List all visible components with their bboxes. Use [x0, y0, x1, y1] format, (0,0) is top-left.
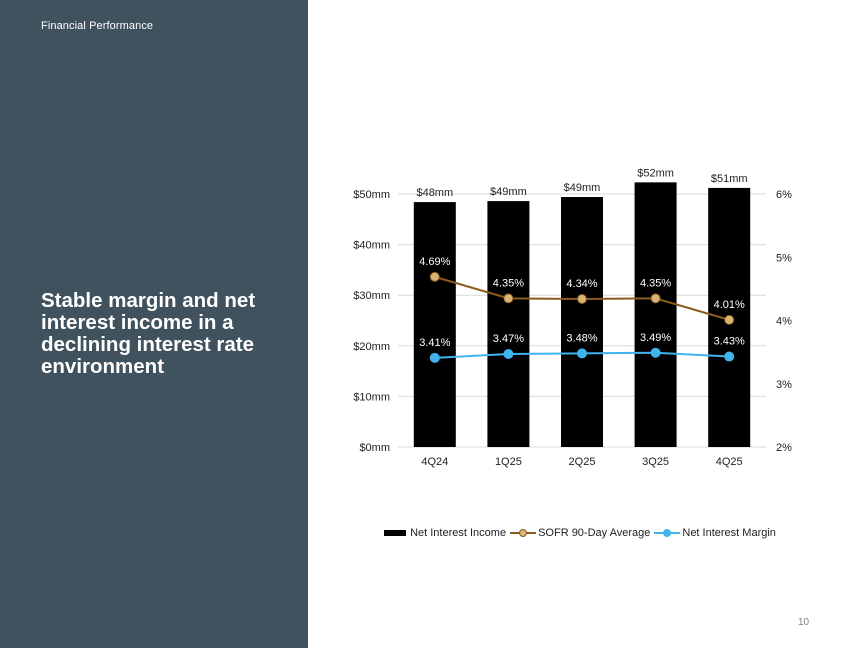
bar-value-label: $49mm [490, 186, 527, 198]
x-tick-label: 1Q25 [495, 456, 522, 468]
point-label-sofr: 4.35% [493, 277, 524, 289]
x-tick-label: 2Q25 [569, 456, 596, 468]
bar [634, 182, 677, 447]
bar [561, 197, 603, 447]
point-label-sofr: 4.69% [419, 256, 450, 268]
y-right-tick-label: 4% [776, 316, 792, 328]
axes: $0mm $10mm $20mm $30mm $40mm $50mm 2% 3% 4% 5% 6% 4… [353, 189, 792, 468]
point-nim [650, 347, 661, 358]
legend-item-nii: Net Interest Income [384, 527, 506, 539]
y-left-tick-label: $30mm [353, 290, 390, 302]
point-nim [724, 351, 735, 362]
bar-value-label: $52mm [637, 167, 674, 179]
y-left-tick-label: $0mm [359, 442, 390, 454]
legend-item-nim: Net Interest Margin [654, 527, 776, 539]
point-label-sofr: 4.35% [640, 277, 671, 289]
page-title: Stable margin and net interest income in… [41, 289, 256, 378]
point-label-sofr: 4.34% [566, 278, 597, 290]
y-left-tick-label: $10mm [353, 391, 390, 403]
line-series [429, 271, 735, 363]
point-label-nim: 3.43% [714, 336, 745, 348]
y-right-tick-label: 3% [776, 379, 792, 391]
financial-chart: $48mm $49mm $49mm $52mm $51mm 4.69% 4.35% 4.34%… [353, 167, 792, 468]
point-nim [429, 352, 440, 363]
point-sofr [577, 293, 587, 304]
left-panel: Financial Performance Stable margin and … [0, 0, 308, 648]
legend-swatch-nii [384, 530, 407, 536]
bar-value-label: $49mm [564, 182, 601, 194]
point-nim [577, 348, 587, 359]
legend-label-sofr: SOFR 90-Day Average [538, 527, 651, 539]
bar [413, 202, 456, 447]
y-right-tick-label: 6% [776, 189, 792, 201]
point-sofr [429, 271, 440, 282]
bar-value-label: $48mm [416, 187, 453, 199]
x-tick-label: 3Q25 [642, 456, 669, 468]
point-label-nim: 3.41% [419, 337, 450, 349]
legend-swatch-sofr [510, 528, 537, 538]
y-left-tick-label: $50mm [353, 189, 390, 201]
point-sofr [724, 314, 735, 325]
legend-label-nim: Net Interest Margin [682, 527, 776, 539]
legend-label-nii: Net Interest Income [410, 527, 507, 539]
y-left-tick-label: $20mm [353, 341, 390, 353]
legend-swatch-nim [654, 528, 681, 538]
section-label: Financial Performance [41, 20, 154, 32]
y-right-tick-label: 5% [776, 252, 792, 264]
point-nim [503, 349, 514, 360]
x-tick-label: 4Q25 [716, 456, 743, 468]
y-right-tick-label: 2% [776, 442, 792, 454]
point-sofr [503, 293, 514, 304]
x-tick-label: 4Q24 [421, 456, 448, 468]
legend-item-sofr: SOFR 90-Day Average [510, 527, 650, 539]
point-label-nim: 3.47% [493, 333, 524, 345]
data-labels: $48mm $49mm $49mm $52mm $51mm 4.69% 4.35% 4.34%… [416, 167, 747, 348]
point-label-nim: 3.49% [640, 332, 671, 344]
point-label-sofr: 4.01% [714, 299, 745, 311]
point-sofr [650, 293, 661, 304]
bar-value-label: $51mm [711, 173, 748, 185]
point-label-nim: 3.48% [566, 332, 597, 344]
chart-legend: Net Interest Income SOFR 90-Day Average … [330, 527, 830, 539]
y-left-tick-label: $40mm [353, 240, 390, 252]
page-number: 10 [798, 617, 810, 628]
bar [487, 201, 530, 447]
bar-series [413, 182, 751, 447]
